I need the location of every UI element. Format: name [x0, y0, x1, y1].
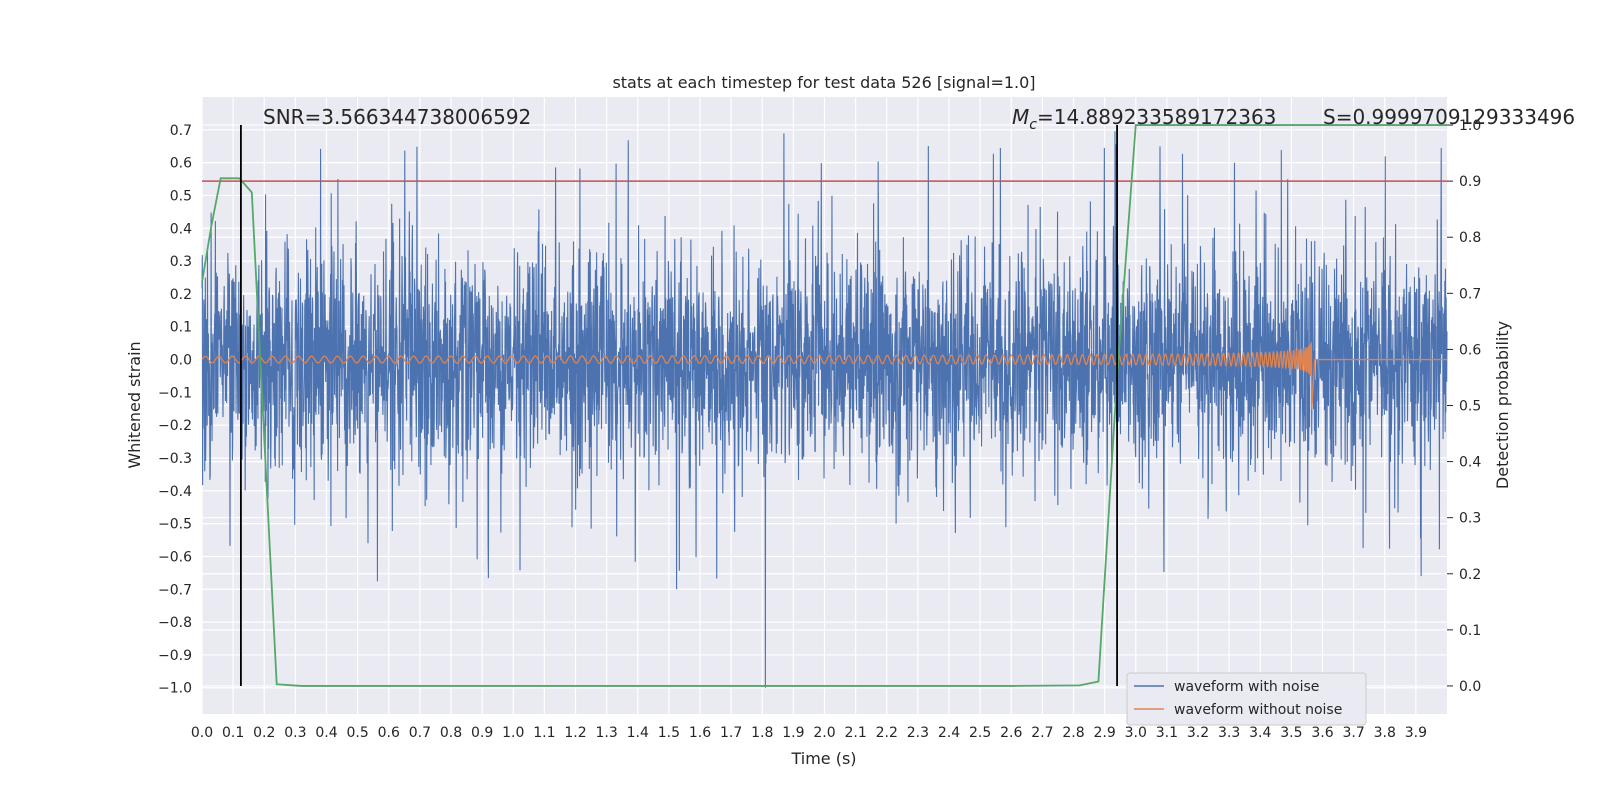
y-right-tick-labels: 1.0 0.9 0.8 0.7 0.6 0.5 0.4 0.3 0.2 0.1 0.0 — [1447, 118, 1481, 695]
detection-probability-line — [201, 124, 1447, 687]
x-tick-label: 1.5 — [658, 725, 680, 741]
x-tick-label: 2.9 — [1093, 725, 1115, 741]
y-right-tick-label: 0.4 — [1459, 455, 1481, 471]
x-tick-label: 1.7 — [720, 725, 742, 741]
x-tick-label: 0.5 — [346, 725, 368, 741]
y-right-tick-label: 0.9 — [1459, 174, 1481, 190]
x-tick-labels: 0.0 0.1 0.2 0.3 0.4 0.5 0.6 0.7 0.8 0.9 1.0 1.1 1.2 1… — [191, 725, 1427, 741]
y-right-tick-label: 0.3 — [1459, 511, 1481, 527]
y-left-tick-label: −0.4 — [158, 484, 192, 500]
snr-annotation: SNR=3.566344738006592 — [263, 105, 531, 129]
x-tick-label: 3.2 — [1187, 725, 1209, 741]
x-tick-label: 2.3 — [907, 725, 929, 741]
chirp-mass-symbol: M — [1012, 105, 1029, 129]
chirp-mass-annotation: Mc=14.889233589172363 — [1012, 105, 1276, 133]
y-right-axis-label: Detection probability — [1493, 321, 1512, 489]
chirp-mass-subscript: c — [1029, 117, 1037, 133]
y-right-tick-label: 0.1 — [1459, 623, 1481, 639]
x-tick-label: 1.0 — [502, 725, 524, 741]
x-tick-label: 0.1 — [222, 725, 244, 741]
x-tick-label: 0.6 — [378, 725, 400, 741]
x-tick-label: 2.4 — [938, 725, 960, 741]
y-right-tick-label: 0.2 — [1459, 567, 1481, 583]
x-tick-label: 3.1 — [1156, 725, 1178, 741]
noise-waveform-line — [201, 131, 1448, 688]
x-tick-label: 3.8 — [1374, 725, 1396, 741]
y-left-tick-label: −0.3 — [158, 451, 192, 467]
x-axis-label: Time (s) — [790, 749, 856, 768]
vertical-markers — [240, 125, 1118, 686]
x-tick-label: 0.7 — [409, 725, 431, 741]
chart-title: stats at each timestep for test data 526… — [612, 73, 1035, 92]
x-tick-label: 3.9 — [1405, 725, 1427, 741]
x-tick-label: 0.9 — [471, 725, 493, 741]
y-left-tick-labels: 0.7 0.6 0.5 0.4 0.3 0.2 0.1 0.0 −0.1 −0.2 −0.3 −0.4… — [158, 123, 192, 697]
y-left-tick-label: 0.3 — [170, 254, 192, 270]
x-tick-label: 2.6 — [1000, 725, 1022, 741]
legend-label-clean: waveform without noise — [1174, 702, 1342, 718]
x-tick-label: 2.2 — [876, 725, 898, 741]
y-right-tick-label: 0.8 — [1459, 230, 1481, 246]
y-left-tick-label: −0.8 — [158, 615, 192, 631]
y-left-axis-label: Whitened strain — [125, 341, 144, 468]
x-tick-label: 2.1 — [844, 725, 866, 741]
x-tick-label: 2.0 — [813, 725, 835, 741]
x-tick-label: 3.6 — [1311, 725, 1333, 741]
y-left-tick-label: −0.9 — [158, 648, 192, 664]
y-left-tick-label: −0.6 — [158, 549, 192, 565]
x-tick-label: 0.8 — [440, 725, 462, 741]
noise-series — [201, 131, 1448, 688]
x-tick-label: 1.2 — [564, 725, 586, 741]
x-tick-label: 3.3 — [1218, 725, 1240, 741]
chirp-mass-value: =14.889233589172363 — [1037, 105, 1276, 129]
y-right-tick-label: 0.5 — [1459, 399, 1481, 415]
y-left-tick-label: −0.2 — [158, 418, 192, 434]
probability-series — [201, 124, 1447, 687]
y-left-tick-label: 0.0 — [170, 353, 192, 369]
legend-box — [1126, 672, 1367, 726]
clean-series — [201, 341, 1447, 410]
y-left-tick-label: 0.5 — [170, 188, 192, 204]
y-left-tick-label: 0.4 — [170, 221, 192, 237]
x-tick-label: 3.4 — [1249, 725, 1271, 741]
s-annotation: S=0.9999709129333496 — [1323, 105, 1575, 129]
x-tick-label: 1.6 — [689, 725, 711, 741]
x-tick-label: 3.7 — [1342, 725, 1364, 741]
y-left-tick-label: 0.1 — [170, 320, 192, 336]
y-left-tick-label: 0.6 — [170, 156, 192, 172]
x-tick-label: 3.5 — [1280, 725, 1302, 741]
y-right-tick-label: 0.6 — [1459, 342, 1481, 358]
x-tick-label: 1.4 — [627, 725, 649, 741]
y-left-tick-label: −1.0 — [158, 681, 192, 697]
y-left-tick-label: −0.7 — [158, 582, 192, 598]
y-right-tick-label: 0.7 — [1459, 286, 1481, 302]
y-right-tick-label: 0.0 — [1459, 679, 1481, 695]
x-tick-label: 2.5 — [969, 725, 991, 741]
x-tick-label: 0.2 — [253, 725, 275, 741]
y-right-tick-label: 1.0 — [1459, 118, 1481, 134]
x-tick-label: 0.3 — [284, 725, 306, 741]
x-tick-label: 0.4 — [315, 725, 337, 741]
x-tick-label: 1.1 — [533, 725, 555, 741]
x-tick-label: 1.8 — [751, 725, 773, 741]
y-left-tick-label: −0.5 — [158, 517, 192, 533]
legend-label-noise: waveform with noise — [1174, 679, 1319, 695]
clean-waveform-line — [201, 341, 1447, 410]
x-tick-label: 2.7 — [1031, 725, 1053, 741]
y-left-tick-label: −0.1 — [158, 385, 192, 401]
x-tick-label: 2.8 — [1062, 725, 1084, 741]
x-tick-label: 1.9 — [782, 725, 804, 741]
x-tick-label: 0.0 — [191, 725, 213, 741]
y-left-tick-label: 0.7 — [170, 123, 192, 139]
legend: waveform with noise waveform without noi… — [1126, 672, 1367, 726]
x-tick-label: 1.3 — [595, 725, 617, 741]
x-tick-label: 3.0 — [1125, 725, 1147, 741]
y-left-tick-label: 0.2 — [170, 287, 192, 303]
